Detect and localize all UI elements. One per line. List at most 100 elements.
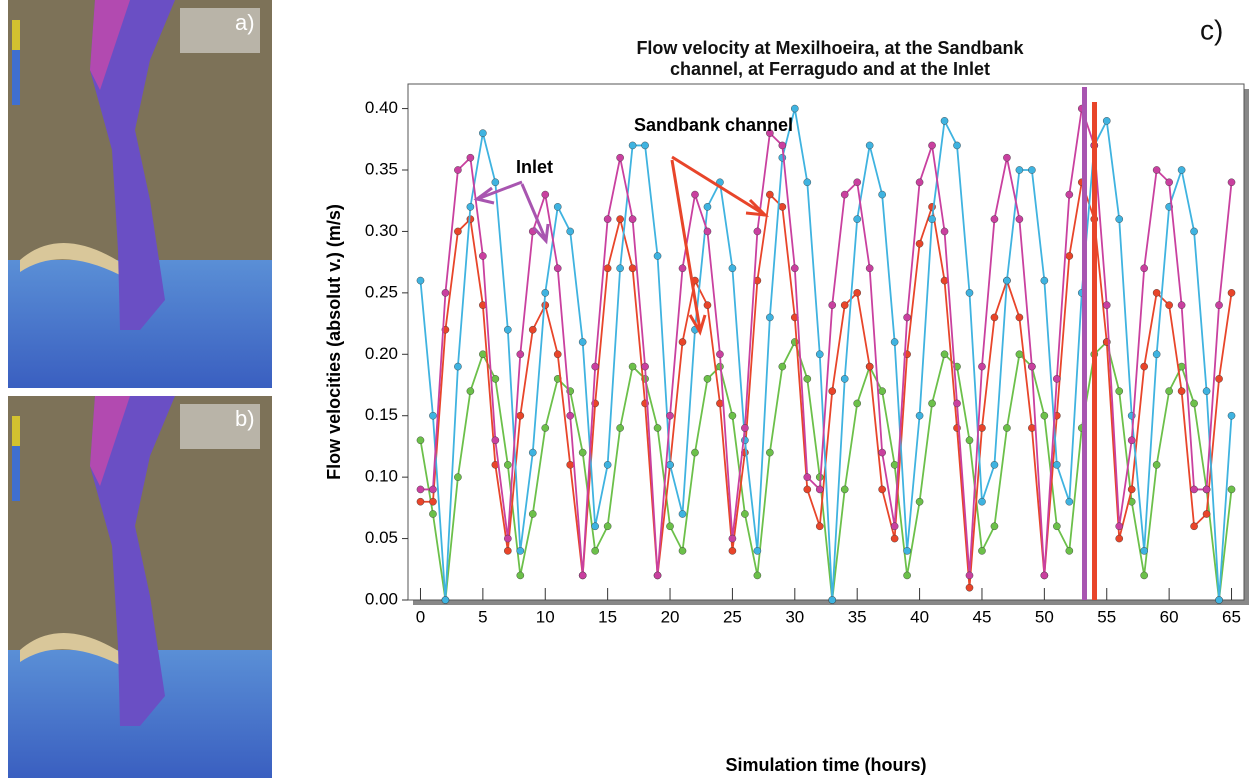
data-point [766, 448, 774, 457]
data-point [728, 411, 737, 420]
data-point [1040, 571, 1049, 580]
data-point [516, 571, 525, 580]
data-point [703, 375, 712, 383]
data-point [990, 522, 999, 531]
data-point [766, 129, 774, 137]
data-point [616, 264, 624, 273]
y-tick-label: 0.30 [365, 221, 398, 240]
data-point [641, 141, 649, 150]
data-point [1152, 461, 1161, 469]
data-point [978, 362, 986, 371]
data-point [566, 461, 575, 469]
data-point [541, 424, 550, 432]
data-point [454, 166, 462, 174]
panel-label: c) [1200, 14, 1223, 45]
data-point [865, 141, 874, 150]
data-point [441, 289, 450, 297]
data-point [803, 178, 812, 187]
data-point [1227, 289, 1236, 297]
map-b [8, 396, 272, 778]
data-point [466, 387, 475, 395]
data-point [728, 547, 737, 555]
data-point [491, 436, 500, 445]
x-tick-label: 35 [848, 607, 867, 626]
data-point [990, 215, 999, 223]
data-point [628, 264, 637, 273]
data-point [1115, 522, 1124, 531]
data-point [791, 264, 799, 273]
data-point [1015, 350, 1024, 359]
data-point [578, 571, 587, 580]
y-tick-label: 0.05 [365, 528, 398, 547]
data-point [928, 399, 936, 408]
data-point [1227, 411, 1236, 420]
data-point [803, 375, 812, 383]
data-point [553, 350, 562, 359]
x-tick-label: 5 [478, 607, 487, 626]
data-point [1028, 362, 1036, 371]
data-point [666, 461, 674, 469]
data-point [1053, 375, 1061, 383]
data-point [553, 264, 562, 273]
x-tick-label: 20 [661, 607, 680, 626]
data-point [491, 375, 500, 383]
data-point [853, 399, 861, 408]
data-point [915, 497, 924, 506]
data-point [890, 338, 899, 346]
data-point [603, 461, 612, 469]
data-point [616, 424, 624, 432]
data-point [504, 547, 512, 555]
data-point [890, 522, 899, 531]
data-point [703, 301, 712, 309]
y-tick-label: 0.20 [365, 344, 398, 363]
data-point [878, 190, 886, 199]
data-point [628, 215, 637, 223]
data-point [778, 141, 787, 150]
data-point [516, 547, 525, 555]
data-point [1003, 153, 1011, 162]
data-point [1202, 387, 1211, 395]
data-point [1202, 485, 1211, 494]
panel-label: b) [235, 406, 255, 431]
y-tick-label: 0.00 [365, 589, 398, 608]
data-point [853, 289, 861, 297]
data-point [965, 436, 974, 445]
data-point [928, 141, 936, 150]
data-point [965, 571, 974, 580]
data-point [591, 547, 599, 555]
data-point [454, 473, 462, 481]
data-point [528, 448, 537, 457]
data-point [1165, 387, 1173, 395]
data-point [828, 596, 837, 604]
data-point [703, 227, 712, 236]
data-point [766, 190, 774, 199]
data-point [953, 399, 961, 408]
map-a [8, 0, 272, 388]
data-point [878, 448, 886, 457]
plot: 0.00 0.05 0.10 0.15 0.20 0.25 0.30 0.35 0.40 0 5 10… [365, 98, 1241, 626]
data-point [840, 190, 849, 199]
data-point [454, 227, 462, 236]
data-point [1015, 166, 1024, 174]
data-point [1215, 375, 1223, 383]
data-point [940, 117, 949, 125]
data-point [691, 448, 699, 457]
data-point [753, 547, 762, 555]
y-tick-label: 0.40 [365, 98, 398, 117]
data-point [840, 301, 849, 309]
data-point [666, 411, 674, 420]
annotation: Inlet [516, 157, 553, 177]
data-point [1227, 485, 1236, 494]
data-point [965, 583, 974, 592]
y-tick-label: 0.15 [365, 405, 398, 424]
data-point [666, 522, 674, 531]
marker-bar [1082, 87, 1087, 600]
data-point [1028, 166, 1036, 174]
x-tick-label: 25 [723, 607, 742, 626]
data-point [1065, 547, 1074, 555]
x-tick-label: 10 [536, 607, 555, 626]
data-point [753, 571, 762, 580]
data-point [628, 362, 637, 371]
data-point [653, 252, 662, 260]
